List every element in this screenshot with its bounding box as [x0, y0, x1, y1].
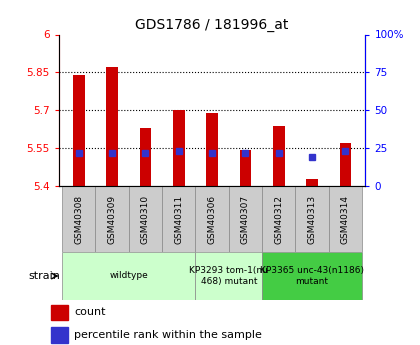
Text: GSM40312: GSM40312	[274, 195, 283, 244]
Text: strain: strain	[29, 271, 60, 281]
Text: GSM40309: GSM40309	[108, 195, 117, 244]
FancyBboxPatch shape	[262, 252, 362, 300]
FancyBboxPatch shape	[295, 186, 329, 252]
FancyBboxPatch shape	[129, 186, 162, 252]
Bar	[306, 179, 318, 186]
FancyBboxPatch shape	[262, 186, 295, 252]
FancyBboxPatch shape	[62, 252, 195, 300]
Bar	[206, 113, 218, 186]
Text: KP3293 tom-1(nu
468) mutant: KP3293 tom-1(nu 468) mutant	[189, 266, 268, 286]
FancyBboxPatch shape	[162, 186, 195, 252]
Bar	[73, 75, 84, 186]
Bar	[139, 128, 151, 186]
Bar	[51, 327, 68, 343]
Text: percentile rank within the sample: percentile rank within the sample	[74, 330, 262, 340]
Text: GSM40313: GSM40313	[307, 195, 317, 244]
Text: GSM40306: GSM40306	[207, 195, 217, 244]
Text: GSM40308: GSM40308	[74, 195, 83, 244]
FancyBboxPatch shape	[95, 186, 129, 252]
FancyBboxPatch shape	[329, 186, 362, 252]
Text: GSM40307: GSM40307	[241, 195, 250, 244]
Text: GSM40314: GSM40314	[341, 195, 350, 244]
Text: KP3365 unc-43(n1186)
mutant: KP3365 unc-43(n1186) mutant	[260, 266, 364, 286]
Text: GSM40310: GSM40310	[141, 195, 150, 244]
Text: wildtype: wildtype	[109, 272, 148, 280]
Bar	[106, 67, 118, 186]
Text: GSM40311: GSM40311	[174, 195, 183, 244]
FancyBboxPatch shape	[195, 252, 262, 300]
Bar	[273, 126, 285, 186]
Bar	[340, 143, 351, 186]
Bar	[173, 110, 185, 186]
Title: GDS1786 / 181996_at: GDS1786 / 181996_at	[135, 18, 289, 32]
Bar	[51, 305, 68, 320]
Bar	[239, 150, 251, 186]
Text: count: count	[74, 307, 105, 317]
FancyBboxPatch shape	[229, 186, 262, 252]
FancyBboxPatch shape	[195, 186, 229, 252]
FancyBboxPatch shape	[62, 186, 95, 252]
